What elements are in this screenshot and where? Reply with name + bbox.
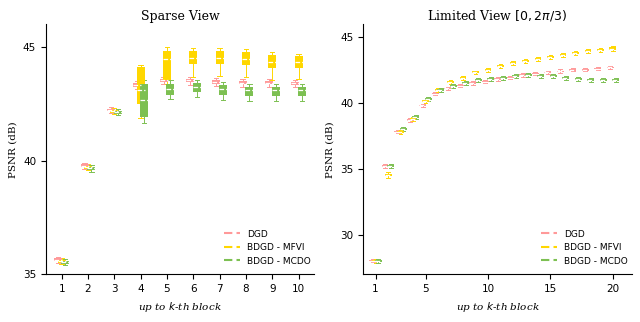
Bar	[557, 71, 564, 72]
Bar	[519, 74, 526, 76]
Bar	[291, 81, 299, 85]
Bar	[268, 55, 276, 68]
Bar	[412, 116, 419, 118]
Bar	[469, 82, 476, 84]
Bar	[387, 165, 394, 167]
Bar	[507, 77, 514, 79]
Y-axis label: PSNR (dB): PSNR (dB)	[8, 121, 17, 177]
Bar	[525, 74, 532, 76]
Bar	[407, 119, 413, 121]
Bar	[54, 259, 62, 261]
Y-axis label: PSNR (dB): PSNR (dB)	[326, 121, 335, 177]
Bar	[163, 51, 171, 80]
Bar	[58, 260, 66, 262]
Bar	[193, 83, 201, 92]
Bar	[133, 83, 141, 87]
Bar	[607, 67, 614, 68]
Bar	[242, 52, 250, 64]
Bar	[369, 260, 376, 261]
Bar	[447, 81, 454, 83]
Bar	[575, 78, 582, 80]
Bar	[159, 79, 168, 82]
Bar	[582, 69, 589, 71]
Bar	[88, 167, 95, 170]
Bar	[189, 51, 197, 64]
Bar	[609, 47, 616, 50]
Bar	[547, 56, 554, 58]
X-axis label: up to $k$-th block: up to $k$-th block	[138, 300, 222, 314]
Bar	[450, 85, 457, 87]
Bar	[569, 69, 576, 71]
Bar	[239, 81, 246, 84]
Legend: DGD, BDGD - MFVI, BDGD - MCDO: DGD, BDGD - MFVI, BDGD - MCDO	[222, 228, 312, 267]
Title: Sparse View: Sparse View	[141, 10, 220, 23]
Bar	[272, 87, 280, 96]
Bar	[494, 79, 501, 80]
Bar	[186, 79, 194, 82]
Bar	[219, 85, 227, 95]
Bar	[410, 118, 417, 119]
Bar	[140, 84, 148, 117]
Bar	[61, 261, 69, 264]
Bar	[212, 80, 220, 84]
Bar	[512, 75, 519, 77]
Bar	[563, 77, 569, 79]
Bar	[475, 79, 482, 81]
Bar	[472, 71, 479, 73]
Bar	[394, 131, 401, 132]
Bar	[216, 51, 223, 64]
Bar	[84, 166, 92, 168]
Bar	[588, 79, 594, 81]
Bar	[372, 260, 379, 261]
Bar	[444, 88, 451, 89]
Bar	[81, 165, 88, 167]
Bar	[534, 58, 541, 60]
Bar	[559, 54, 566, 56]
Bar	[532, 73, 539, 74]
Bar	[382, 166, 388, 167]
Bar	[400, 128, 407, 130]
Bar	[298, 87, 306, 96]
Bar	[482, 81, 489, 82]
Bar	[572, 52, 579, 54]
Bar	[107, 109, 115, 111]
Bar	[597, 49, 604, 51]
Bar	[375, 260, 381, 261]
Bar	[538, 75, 544, 77]
Bar	[114, 111, 122, 114]
Legend: DGD, BDGD - MFVI, BDGD - MCDO: DGD, BDGD - MFVI, BDGD - MCDO	[539, 228, 630, 267]
Bar	[462, 82, 469, 84]
Bar	[460, 77, 467, 79]
Bar	[550, 75, 557, 77]
Bar	[422, 100, 429, 102]
X-axis label: up to $k$-th block: up to $k$-th block	[456, 300, 540, 314]
Bar	[595, 68, 601, 69]
Bar	[432, 93, 439, 94]
Bar	[522, 60, 529, 62]
Bar	[600, 79, 607, 81]
Bar	[484, 69, 492, 71]
Bar	[487, 78, 494, 80]
Bar	[500, 77, 507, 79]
Bar	[509, 62, 516, 64]
Bar	[544, 72, 551, 73]
Bar	[294, 56, 303, 68]
Title: Limited View $[0, 2\pi/3)$: Limited View $[0, 2\pi/3)$	[428, 8, 568, 23]
Bar	[425, 98, 432, 100]
Bar	[435, 89, 442, 90]
Bar	[166, 84, 174, 95]
Bar	[137, 67, 145, 104]
Bar	[497, 65, 504, 67]
Bar	[110, 109, 118, 113]
Bar	[246, 87, 253, 96]
Bar	[612, 79, 619, 81]
Bar	[457, 85, 464, 86]
Bar	[419, 105, 426, 106]
Bar	[437, 89, 444, 90]
Bar	[584, 50, 591, 52]
Bar	[385, 174, 392, 176]
Bar	[397, 131, 404, 133]
Bar	[265, 81, 273, 84]
